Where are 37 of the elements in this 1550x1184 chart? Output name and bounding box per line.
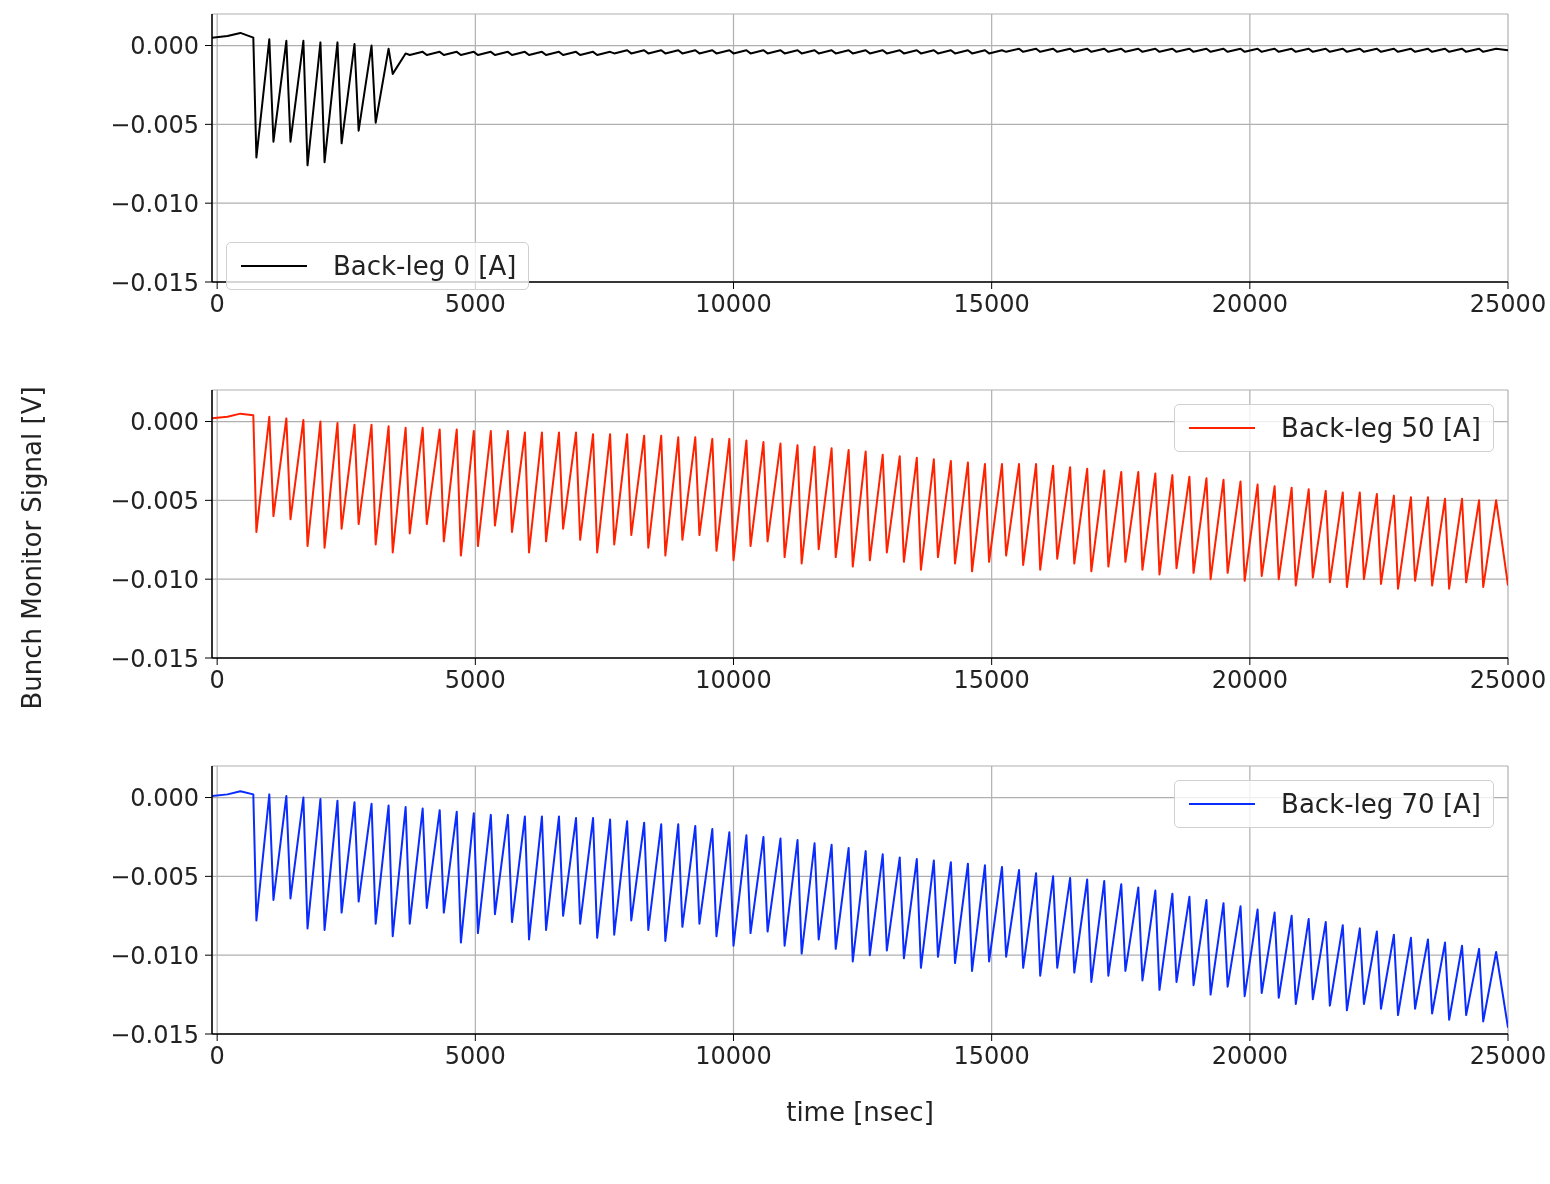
y-tick-label: −0.005 bbox=[110, 862, 199, 891]
x-tick-label: 5000 bbox=[444, 1042, 506, 1071]
x-tick-label: 0 bbox=[209, 666, 225, 695]
y-tick-label: 0.000 bbox=[130, 784, 199, 813]
x-axis-title: time [nsec] bbox=[786, 1097, 934, 1127]
y-tick-label: 0.000 bbox=[130, 32, 199, 61]
x-tick-label: 10000 bbox=[695, 666, 772, 695]
y-tick-label: −0.005 bbox=[110, 486, 199, 515]
y-tick-label: −0.015 bbox=[110, 1020, 199, 1049]
x-tick-label: 20000 bbox=[1211, 666, 1289, 695]
y-tick-label: −0.015 bbox=[110, 644, 199, 673]
x-tick-label: 5000 bbox=[444, 290, 506, 319]
legend-label: Back-leg 0 [A] bbox=[333, 251, 517, 281]
x-tick-label: 25000 bbox=[1469, 666, 1547, 695]
x-tick-label: 20000 bbox=[1211, 290, 1289, 319]
x-tick-label: 10000 bbox=[695, 290, 772, 319]
x-tick-label: 15000 bbox=[953, 666, 1030, 695]
y-tick-label: −0.015 bbox=[110, 268, 199, 297]
x-tick-label: 0 bbox=[209, 1042, 225, 1071]
y-tick-label: −0.010 bbox=[110, 941, 199, 970]
legend-label: Back-leg 70 [A] bbox=[1281, 789, 1481, 819]
y-tick-label: 0.000 bbox=[130, 408, 199, 437]
line-series bbox=[212, 412, 1508, 590]
x-tick-label: 25000 bbox=[1469, 1042, 1547, 1071]
y-tick-label: −0.010 bbox=[110, 189, 199, 218]
y-axis-title: Bunch Monitor Signal [V] bbox=[17, 386, 47, 710]
line-series bbox=[212, 790, 1508, 1029]
legend-label: Back-leg 50 [A] bbox=[1281, 413, 1481, 443]
x-tick-label: 15000 bbox=[953, 290, 1030, 319]
x-tick-label: 25000 bbox=[1469, 290, 1547, 319]
x-tick-label: 5000 bbox=[444, 666, 506, 695]
x-tick-label: 10000 bbox=[695, 1042, 772, 1071]
x-tick-label: 0 bbox=[209, 290, 225, 319]
y-tick-label: −0.005 bbox=[110, 110, 199, 139]
y-tick-label: −0.010 bbox=[110, 565, 199, 594]
x-tick-label: 15000 bbox=[953, 1042, 1030, 1071]
x-tick-label: 20000 bbox=[1211, 1042, 1289, 1071]
